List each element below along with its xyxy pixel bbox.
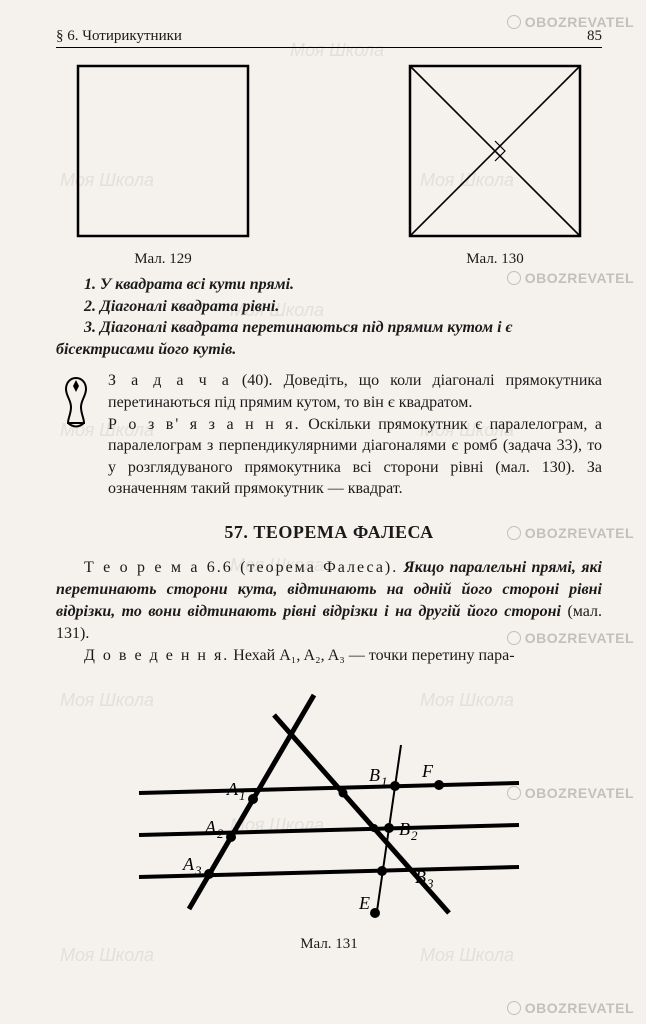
- svg-text:3: 3: [426, 876, 434, 891]
- label-B2: B: [399, 819, 410, 839]
- task-number: (40).: [242, 372, 273, 389]
- section-label: § 6. Чотирикутники: [56, 28, 182, 45]
- figure-131-caption: Мал. 131: [56, 936, 602, 953]
- square-diagonals-diagram: [406, 62, 584, 240]
- svg-text:2: 2: [411, 828, 418, 843]
- theorem-block: Т е о р е м а 6.6 (теорема Фалеса). Якщо…: [56, 557, 602, 667]
- label-E: E: [358, 893, 370, 913]
- pen-icon: [56, 370, 96, 500]
- proof-lead: Д о в е д е н н я.: [84, 647, 229, 664]
- task-text: З а д а ч а (40). Доведіть, що коли діаг…: [108, 370, 602, 500]
- figure-129: Мал. 129: [74, 62, 252, 268]
- section-title: 57. ТЕОРЕМА ФАЛЕСА: [56, 522, 602, 543]
- watermark-logo: OBOZREVATEL: [507, 1000, 634, 1016]
- svg-text:2: 2: [217, 826, 224, 841]
- label-A2: A: [204, 817, 217, 837]
- figure-131: A1 A2 A3 B1 B2 B3 F E Мал. 131: [56, 685, 602, 953]
- proof-text: Нехай A₁, A₂, A₃ — точки перетину пара-: [233, 647, 514, 664]
- theorem-lead: Т е о р е м а 6.6 (теорема Фалеса).: [84, 559, 398, 576]
- property-2: 2. Діагоналі квадрата рівні.: [56, 296, 602, 318]
- page-header: § 6. Чотирикутники 85: [56, 28, 602, 48]
- property-3: 3. Діагоналі квадрата перетинаються під …: [56, 317, 602, 360]
- task-lead: З а д а ч а: [108, 372, 231, 389]
- square-properties: 1. У квадрата всі кути прямі. 2. Діагона…: [56, 274, 602, 360]
- svg-text:1: 1: [239, 788, 246, 803]
- thales-diagram: A1 A2 A3 B1 B2 B3 F E: [119, 685, 539, 925]
- svg-text:3: 3: [194, 863, 202, 878]
- label-F: F: [421, 761, 434, 781]
- label-A3: A: [182, 854, 195, 874]
- square-diagram: [74, 62, 252, 240]
- page-number: 85: [587, 28, 602, 45]
- figure-129-caption: Мал. 129: [74, 251, 252, 268]
- label-A1: A: [226, 779, 239, 799]
- solution-lead: Р о з в' я з а н н я.: [108, 416, 301, 433]
- label-B1: B: [369, 765, 380, 785]
- figures-row: Мал. 129 Мал. 130: [56, 62, 602, 268]
- svg-text:1: 1: [381, 774, 388, 789]
- property-1: 1. У квадрата всі кути прямі.: [56, 274, 602, 296]
- label-B3: B: [415, 867, 426, 887]
- figure-130: Мал. 130: [406, 62, 584, 268]
- figure-130-caption: Мал. 130: [406, 251, 584, 268]
- task-block: З а д а ч а (40). Доведіть, що коли діаг…: [56, 370, 602, 500]
